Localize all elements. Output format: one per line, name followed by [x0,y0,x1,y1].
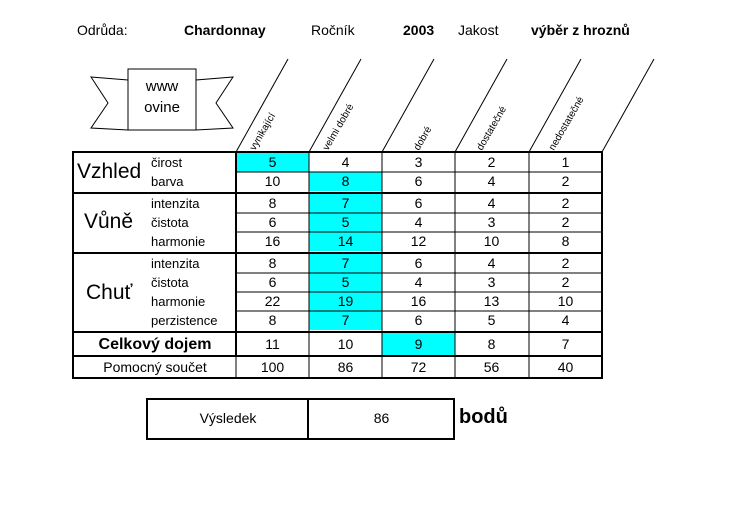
score-cell[interactable]: 4 [487,173,496,189]
subtotal-cell: 72 [410,359,427,375]
subtotal-cell: 40 [557,359,574,375]
quality-label: Jakost [458,22,499,38]
row-label-perzistence: perzistence [151,313,218,328]
score-cell[interactable]: 3 [487,274,496,290]
category-vzhled: Vzhled [77,160,142,183]
score-cell[interactable]: 8 [268,195,277,211]
score-cell[interactable]: 2 [561,214,570,230]
score-cell[interactable]: 6 [414,195,423,211]
score-cell[interactable]: 4 [414,274,423,290]
year-value: 2003 [403,22,435,38]
score-cell[interactable]: 6 [268,274,277,290]
row-label-chut-intenzita: intenzita [151,256,200,271]
score-cell[interactable]: 6 [414,312,423,328]
score-cell[interactable]: 2 [487,154,496,170]
variety-value: Chardonnay [184,22,266,38]
score-cell[interactable]: 5 [341,214,350,230]
score-cell[interactable]: 10 [264,173,281,189]
score-cell[interactable]: 6 [414,255,423,271]
logo: www ovine [128,76,196,118]
score-cell[interactable]: 6 [268,214,277,230]
row-label-chut-harmonie: harmonie [151,294,206,309]
overall-cell[interactable]: 10 [337,336,354,352]
score-cell[interactable]: 16 [264,233,281,249]
score-cell[interactable]: 8 [561,233,570,249]
score-cell[interactable]: 3 [487,214,496,230]
score-cell[interactable]: 2 [561,195,570,211]
score-cell[interactable]: 12 [410,233,427,249]
subtotal-cell: 56 [483,359,500,375]
score-cell[interactable]: 3 [414,154,423,170]
year-label: Ročník [311,22,355,38]
row-label-chut-cistota: čistota [151,275,189,290]
score-cell[interactable]: 7 [341,255,350,271]
score-cell[interactable]: 16 [410,293,427,309]
variety-label: Odrůda: [77,22,128,38]
score-cell[interactable]: 4 [487,195,496,211]
score-cell[interactable]: 4 [341,154,350,170]
score-cell[interactable]: 5 [268,154,277,170]
row-label-vune-intenzita: intenzita [151,196,200,211]
overall-cell[interactable]: 7 [561,336,570,352]
category-celkovy-dojem: Celkový dojem [98,336,212,353]
row-label-vune-harmonie: harmonie [151,234,206,249]
score-cell[interactable]: 5 [341,274,350,290]
score-cell[interactable]: 13 [483,293,500,309]
score-cell[interactable]: 8 [268,255,277,271]
quality-value: výběr z hroznů [531,22,630,38]
result-unit: bodů [459,406,508,428]
overall-cell[interactable]: 8 [487,336,496,352]
score-cell[interactable]: 10 [483,233,500,249]
score-cell[interactable]: 2 [561,173,570,189]
score-cell[interactable]: 1 [561,154,570,170]
result-value: 86 [373,410,390,426]
score-cell[interactable]: 2 [561,274,570,290]
overall-cell[interactable]: 11 [265,336,280,352]
score-cell[interactable]: 5 [487,312,496,328]
overall-cell[interactable]: 9 [414,336,423,352]
category-vune: Vůně [84,210,134,233]
score-cell[interactable]: 7 [341,312,350,328]
score-cell[interactable]: 4 [561,312,570,328]
subtotal-cell: 86 [337,359,354,375]
score-cell[interactable]: 2 [561,255,570,271]
score-cell[interactable]: 22 [264,293,281,309]
category-pomocny-soucet: Pomocný součet [103,359,207,375]
highlights [236,153,455,355]
logo-line2: ovine [144,99,180,116]
score-cell[interactable]: 10 [557,293,574,309]
row-label-barva: barva [151,174,184,189]
subtotal-cell: 100 [260,359,285,375]
score-cell[interactable]: 7 [341,195,350,211]
result-label: Výsledek [199,410,257,426]
score-cell[interactable]: 4 [414,214,423,230]
category-chut: Chuť [86,281,133,304]
score-cell[interactable]: 8 [341,173,350,189]
logo-banner [90,68,234,131]
score-cell[interactable]: 6 [414,173,423,189]
score-cell[interactable]: 19 [337,293,354,309]
score-cell[interactable]: 8 [268,312,277,328]
score-cell[interactable]: 4 [487,255,496,271]
row-label-cirost: čirost [151,155,183,170]
row-label-vune-cistota: čistota [151,215,189,230]
score-cell[interactable]: 14 [337,233,354,249]
logo-line1: www [145,78,179,95]
